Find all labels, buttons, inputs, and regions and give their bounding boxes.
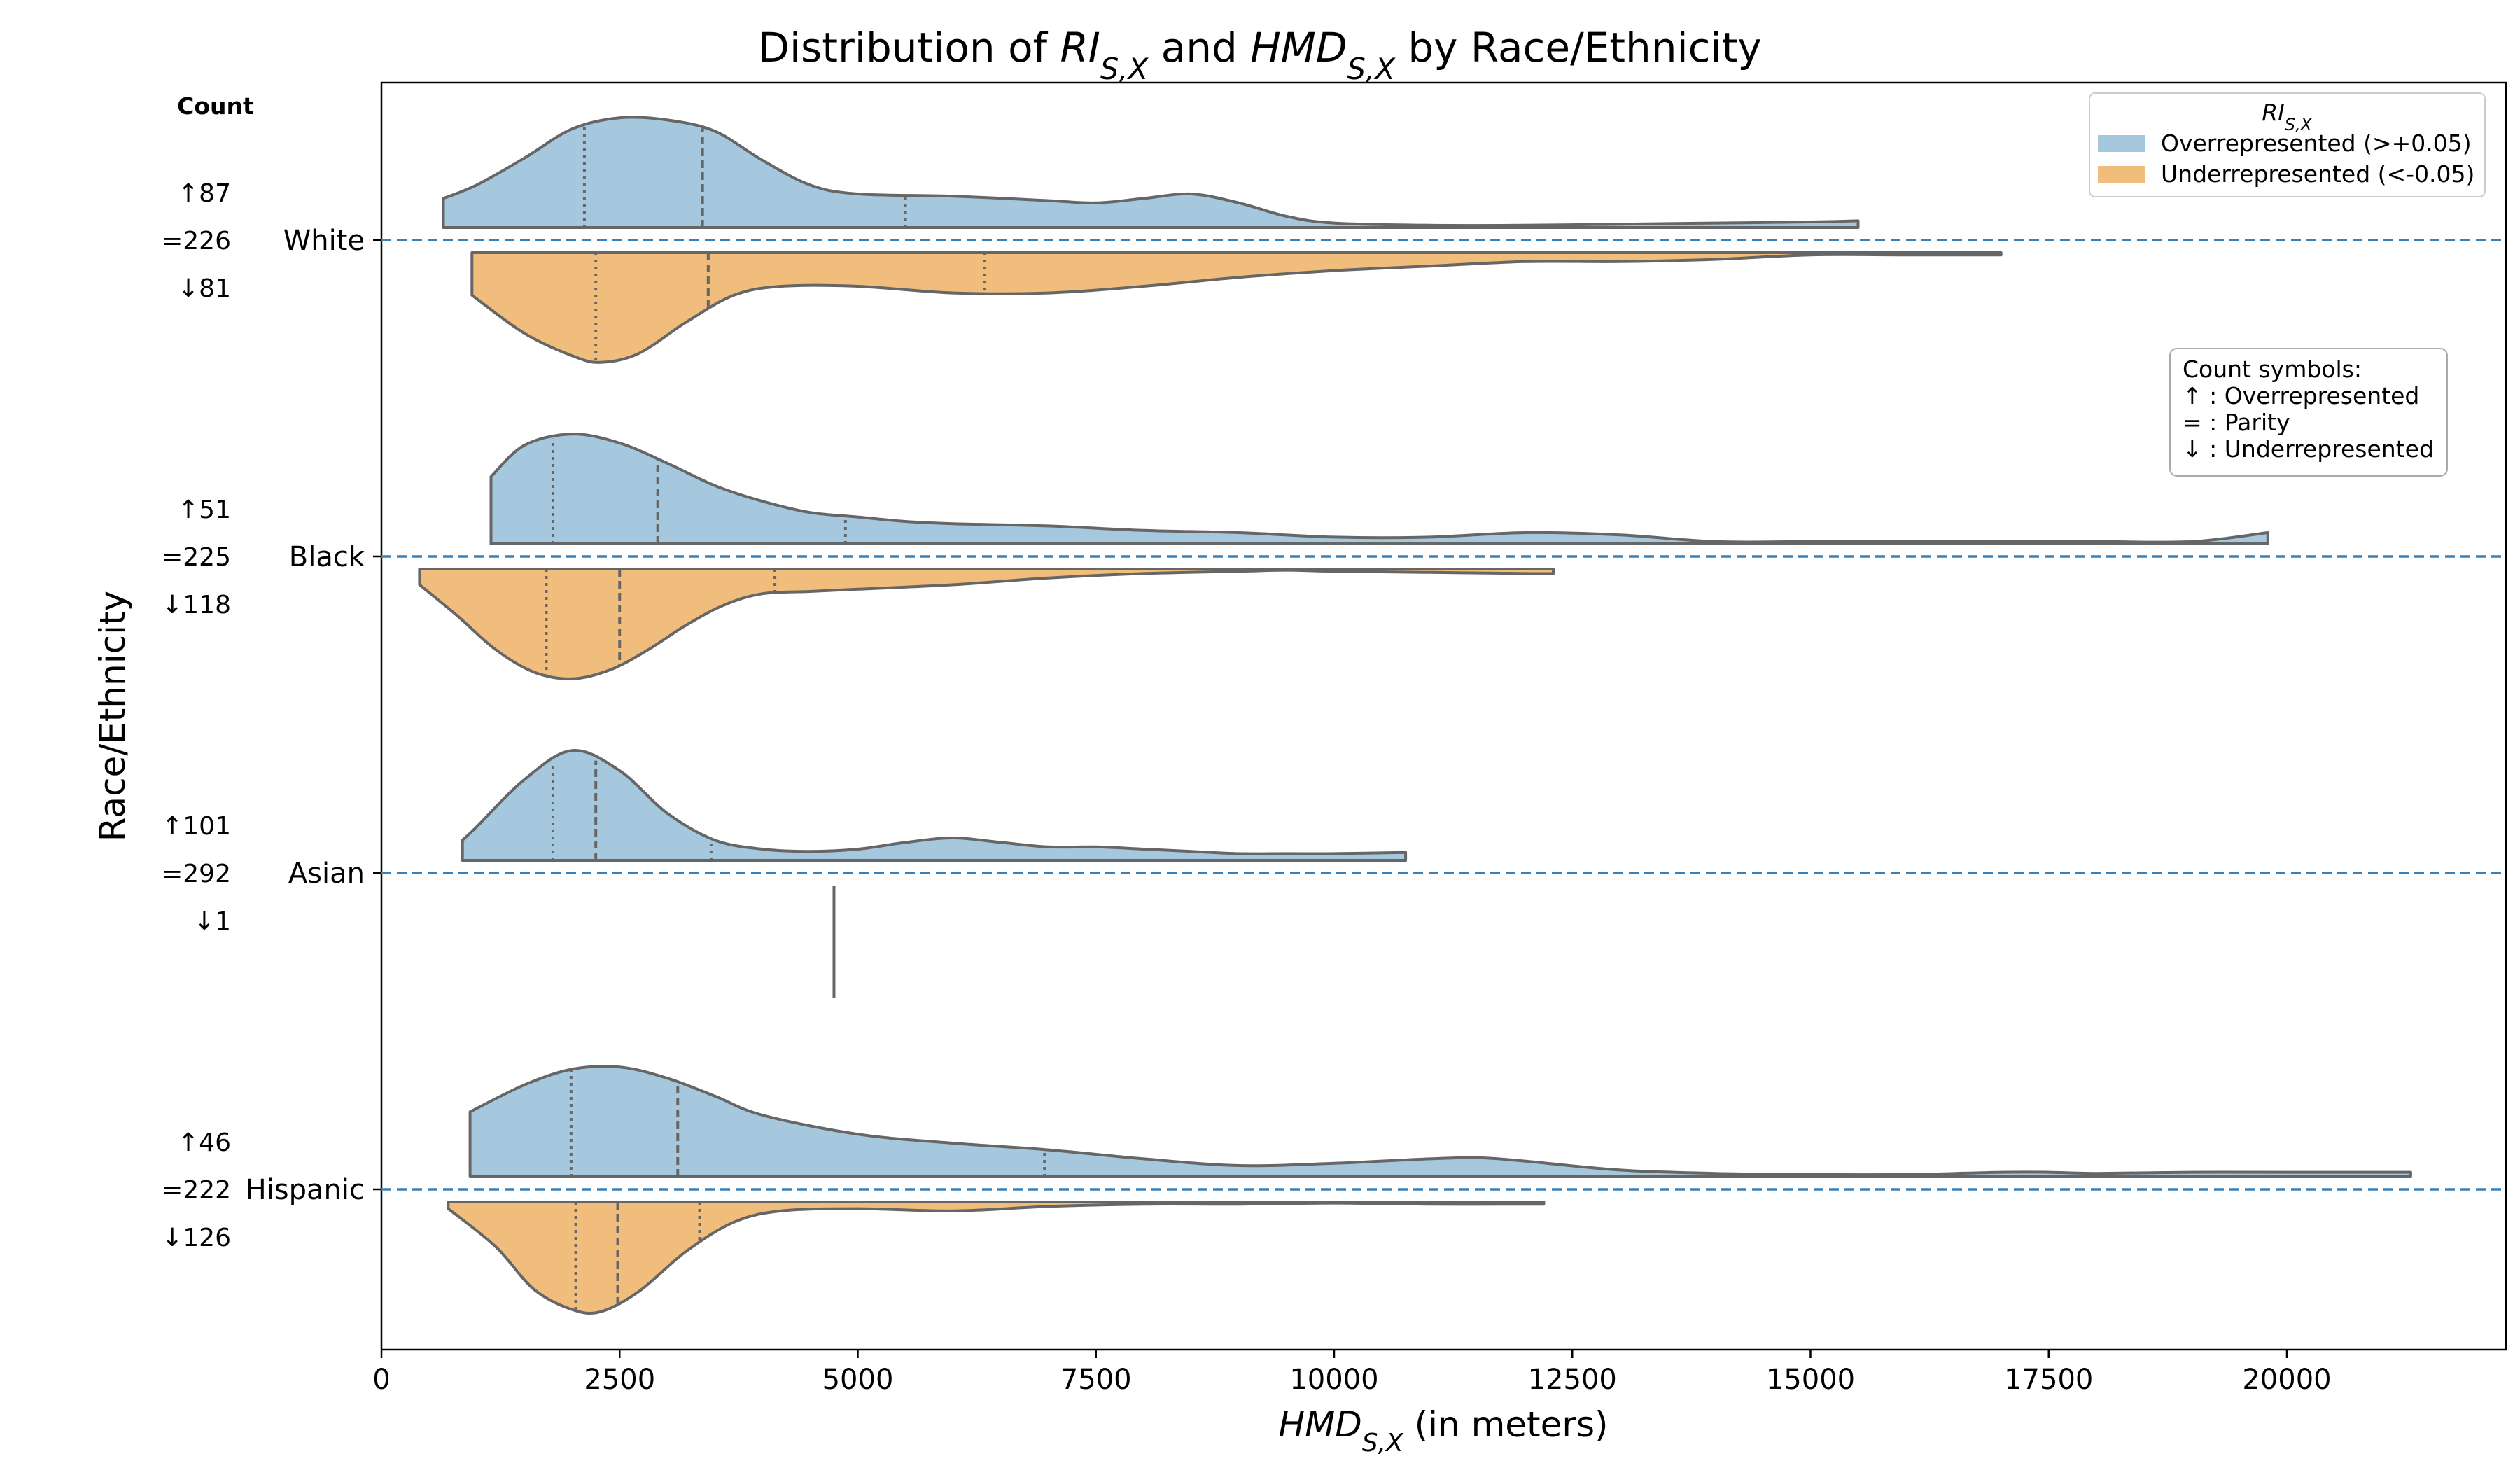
x-tick-label: 17500 [2004,1364,2093,1396]
legend-title: RIS,X [2262,99,2312,134]
x-axis: 0 2500 5000 7500 10000 12500 15000 17500 20000 [372,1350,2332,1396]
count-header: Count [177,92,254,120]
count-column: Count ↑87 =226 ↓81 ↑51 =225 ↓118 ↑101 =292 ↓1 ↑46… [162,92,254,1252]
count-white: ↓81 [178,274,231,303]
count-white: ↑87 [178,179,231,208]
chart-title: Distribution of RIS,X and HMDS,X by Race… [758,24,1761,86]
x-axis-label: HMDS,X (in meters) [1278,1404,1608,1457]
count-hispanic: ↓126 [162,1224,231,1252]
legend-frame [2089,92,2486,197]
y-tick-label-black: Black [289,541,365,573]
violin-under-hispanic [447,1200,1546,1315]
x-tick-label: 20000 [2242,1364,2331,1396]
count-symbols-line: ↑ : Overrepresented [2183,382,2419,410]
y-axis: White Black Asian Hispanic [246,225,382,1206]
legend: RIS,X Overrepresented (>+0.05) Underrepr… [2089,92,2486,197]
y-axis-label: Race/Ethnicity [92,591,133,841]
count-symbols-line: = : Parity [2183,409,2290,436]
count-symbols-frame [2169,348,2448,477]
legend-label-overrepresented: Overrepresented (>+0.05) [2161,130,2472,157]
count-symbols-line: ↓ : Underrepresented [2183,435,2434,463]
x-tick-label: 15000 [1766,1364,1855,1396]
violin-over-hispanic [468,1065,2412,1178]
legend-swatch-underrepresented [2098,166,2146,183]
x-tick-label: 0 [372,1364,390,1396]
count-asian: ↑101 [162,812,231,841]
violins-layer [418,115,2412,1315]
x-tick-label: 12500 [1528,1364,1617,1396]
count-asian: ↓1 [194,907,231,936]
count-symbols-box: Count symbols: ↑ : Overrepresented = : P… [2169,348,2448,477]
count-hispanic: ↑46 [178,1128,231,1157]
count-black: ↓118 [162,591,231,620]
legend-label-underrepresented: Underrepresented (<-0.05) [2161,160,2474,188]
x-tick-label: 7500 [1060,1364,1132,1396]
legend-swatch-overrepresented [2098,135,2146,152]
count-black: =225 [162,543,231,572]
violin-over-white [442,115,1860,229]
x-tick-label: 2500 [584,1364,655,1396]
y-tick-label-hispanic: Hispanic [246,1174,365,1206]
y-tick-label-asian: Asian [288,858,365,890]
x-tick-label: 10000 [1289,1364,1378,1396]
count-symbols-line: Count symbols: [2183,356,2362,383]
count-hispanic: =222 [162,1176,231,1205]
violin-under-white [470,251,2003,364]
count-white: =226 [162,227,231,255]
y-tick-label-white: White [284,225,365,257]
violin-over-black [489,433,2269,545]
x-tick-label: 5000 [822,1364,894,1396]
violin-under-black [418,568,1555,680]
count-asian: =292 [162,860,231,888]
plot-frame [380,81,2507,1351]
violin-over-asian [461,749,1408,862]
count-black: ↑51 [178,496,231,524]
